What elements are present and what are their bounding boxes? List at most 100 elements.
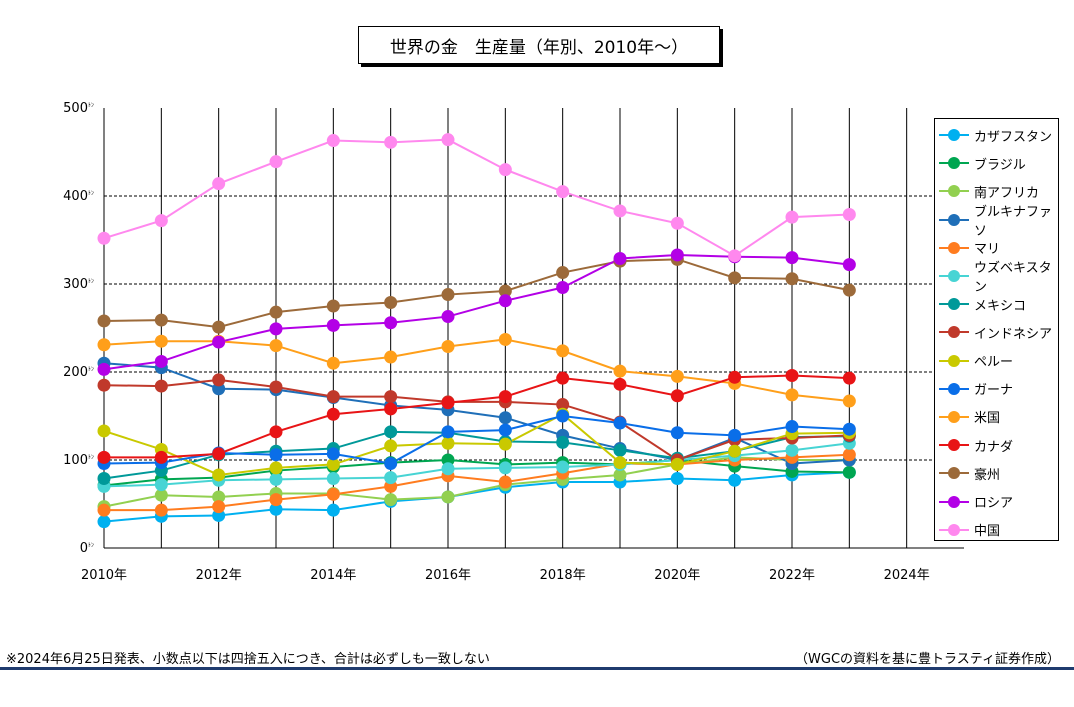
- legend-label: 中国: [974, 524, 1001, 540]
- y-tick-label: 300ﾄﾝ: [63, 277, 94, 292]
- data-point: [326, 447, 340, 461]
- legend-label: ペルー: [974, 355, 1014, 371]
- data-point: [154, 379, 168, 393]
- data-point: [384, 390, 398, 404]
- legend: カザフスタン ブラジル 南アフリカ ブルキナファソ マリ ウズベキスタン メキシコ インドネシ…: [934, 118, 1059, 541]
- data-point: [212, 320, 226, 334]
- legend-label: カザフスタン: [974, 129, 1053, 145]
- data-point: [842, 258, 856, 272]
- series-line: [103, 362, 850, 465]
- data-point: [97, 450, 111, 464]
- data-point: [154, 214, 168, 228]
- data-point: [785, 272, 799, 286]
- data-point: [154, 354, 168, 368]
- data-point: [670, 216, 684, 230]
- data-point: [498, 163, 512, 177]
- data-point: [842, 448, 856, 462]
- y-tick-label: 200ﾄﾝ: [63, 365, 94, 380]
- series-line: [103, 378, 850, 462]
- y-tick-label: 400ﾄﾝ: [63, 189, 94, 204]
- data-point: [670, 248, 684, 262]
- legend-swatch: [939, 185, 969, 198]
- x-tick-label: 2010年: [81, 568, 127, 583]
- y-tick-label: 100ﾄﾝ: [63, 453, 94, 468]
- data-point: [269, 461, 283, 475]
- x-tick-label: 2022年: [769, 568, 815, 583]
- data-point: [728, 473, 742, 487]
- data-point: [498, 284, 512, 298]
- data-point: [670, 471, 684, 485]
- data-point: [441, 425, 455, 439]
- data-point: [97, 471, 111, 485]
- data-point: [384, 457, 398, 471]
- data-point: [269, 305, 283, 319]
- legend-swatch: [939, 467, 969, 480]
- data-point: [212, 335, 226, 349]
- data-point: [269, 448, 283, 462]
- data-point: [326, 134, 340, 148]
- data-point: [212, 177, 226, 191]
- data-point: [842, 394, 856, 408]
- legend-label: カナダ: [974, 439, 1014, 455]
- data-point: [154, 313, 168, 327]
- legend-item: ガーナ: [935, 375, 1058, 403]
- data-point: [498, 437, 512, 451]
- legend-swatch: [939, 354, 969, 367]
- data-point: [441, 133, 455, 147]
- data-point: [785, 443, 799, 457]
- legend-swatch: [939, 157, 969, 170]
- legend-item: マリ: [935, 234, 1058, 262]
- series-line: [104, 374, 850, 459]
- data-point: [670, 369, 684, 383]
- y-tick-label: 0ﾄﾝ: [80, 541, 94, 556]
- chart-title: 世界の金 生産量（年別、2010年～）: [358, 26, 720, 64]
- data-point: [269, 493, 283, 507]
- data-point: [384, 425, 398, 439]
- data-point: [498, 411, 512, 425]
- data-point: [384, 316, 398, 330]
- legend-swatch: [939, 410, 969, 423]
- data-point: [498, 332, 512, 346]
- bottom-rule: [0, 667, 1074, 670]
- data-point: [785, 369, 799, 383]
- data-point: [556, 398, 570, 412]
- data-point: [384, 402, 398, 416]
- legend-swatch: [939, 298, 969, 311]
- data-point: [613, 364, 627, 378]
- data-point: [326, 471, 340, 485]
- data-point: [613, 456, 627, 470]
- data-point: [613, 468, 627, 482]
- source-note: （WGCの資料を基に豊トラスティ証券作成）: [795, 652, 1060, 667]
- series-line: [103, 456, 850, 508]
- legend-label: メキシコ: [974, 298, 1027, 314]
- series-line: [103, 338, 850, 403]
- legend-swatch: [939, 382, 969, 395]
- data-point: [785, 251, 799, 265]
- data-point: [785, 388, 799, 402]
- legend-item: 豪州: [935, 459, 1058, 487]
- data-point: [613, 443, 627, 457]
- legend-label: 米国: [974, 411, 1001, 427]
- data-point: [97, 314, 111, 328]
- data-point: [556, 371, 570, 385]
- data-point: [384, 439, 398, 453]
- data-point: [842, 371, 856, 385]
- data-point: [326, 318, 340, 332]
- data-point: [326, 390, 340, 404]
- data-point: [97, 231, 111, 245]
- data-point: [441, 396, 455, 410]
- legend-item: 米国: [935, 403, 1058, 431]
- data-point: [498, 390, 512, 404]
- legend-item: 南アフリカ: [935, 177, 1058, 205]
- legend-label: インドネシア: [974, 326, 1053, 342]
- data-point: [613, 377, 627, 391]
- data-point: [441, 436, 455, 450]
- series-line: [103, 258, 850, 329]
- legend-swatch: [939, 270, 969, 283]
- data-point: [498, 461, 512, 475]
- legend-label: ウズベキスタン: [974, 261, 1052, 296]
- legend-item: ウズベキスタン: [935, 261, 1058, 295]
- data-point: [97, 338, 111, 352]
- data-point: [97, 424, 111, 438]
